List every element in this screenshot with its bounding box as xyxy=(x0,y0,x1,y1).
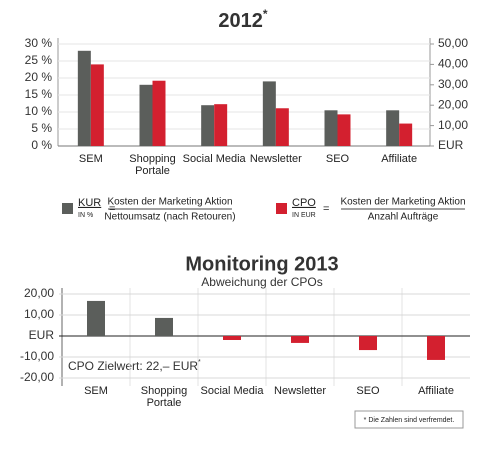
x-tick-label: Social Media xyxy=(201,385,265,397)
bar xyxy=(291,336,309,343)
bar xyxy=(427,336,445,360)
bar xyxy=(386,110,400,146)
x-tick-label: Affiliate xyxy=(418,385,454,397)
title-text: 2012 xyxy=(218,10,263,32)
y2-tick-label: EUR xyxy=(438,138,464,152)
x-tick-label: Shopping Portale xyxy=(141,385,188,409)
x-tick-label: SEO xyxy=(356,385,380,397)
bar xyxy=(223,336,241,340)
chart-title: Monitoring 2013 xyxy=(185,253,338,275)
bar xyxy=(77,50,91,146)
annotation: CPO Zielwert: 22,– EUR* xyxy=(68,359,201,373)
y-tick-label: 0 % xyxy=(31,138,52,152)
y-tick-label: EUR xyxy=(29,328,55,342)
y-tick-label: 20,00 xyxy=(24,286,54,300)
y-tick-label: 10,00 xyxy=(24,307,54,321)
y2-tick-label: 30,00 xyxy=(438,77,468,91)
bar xyxy=(324,110,338,146)
formula-numerator: Kosten der Marketing Aktion xyxy=(107,197,232,208)
legend-unit: IN % xyxy=(78,212,93,219)
y-tick-label: -10,00 xyxy=(20,349,54,363)
y-tick-label: 25 % xyxy=(25,53,53,67)
y2-tick-label: 50,00 xyxy=(438,36,468,50)
title-mark: * xyxy=(263,7,268,21)
x-tick-label: Shopping Portale xyxy=(129,153,176,177)
bar xyxy=(90,64,104,146)
footnote-box xyxy=(354,410,464,429)
bar xyxy=(359,336,377,351)
y2-tick-label: 20,00 xyxy=(438,97,468,111)
y-tick-label: 30 % xyxy=(25,36,53,50)
bar xyxy=(275,108,289,146)
y-tick-label: 10 % xyxy=(25,104,53,118)
x-tick-label: Social Media xyxy=(183,153,247,165)
chart-title: 2012* xyxy=(218,7,268,32)
legend-swatch xyxy=(276,203,287,214)
bar xyxy=(337,114,351,146)
bar xyxy=(139,84,153,146)
legend-label: KUR xyxy=(78,197,101,209)
y-tick-label: 15 % xyxy=(25,87,53,101)
chart-subtitle: Abweichung der CPOs xyxy=(201,275,322,289)
annotation-text: CPO Zielwert: 22,– EUR xyxy=(68,359,198,373)
y-tick-label: 20 % xyxy=(25,70,53,84)
y2-tick-label: 10,00 xyxy=(438,118,468,132)
x-tick-label: SEO xyxy=(326,153,350,165)
bar xyxy=(87,300,105,336)
formula-denominator: Nettoumsatz (nach Retouren) xyxy=(104,212,235,223)
bar xyxy=(155,317,173,336)
bar xyxy=(201,105,215,146)
legend-label: CPO xyxy=(292,197,316,209)
bar xyxy=(262,81,276,146)
formula-denominator: Anzahl Aufträge xyxy=(368,212,439,223)
legend-unit: IN EUR xyxy=(292,212,316,219)
x-tick-label: SEM xyxy=(84,385,108,397)
bar xyxy=(399,123,413,146)
bar xyxy=(152,80,166,146)
bar xyxy=(214,104,228,146)
x-tick-label: Affiliate xyxy=(381,153,417,165)
annotation-mark: * xyxy=(198,359,201,366)
formula-numerator: Kosten der Marketing Aktion xyxy=(340,197,465,208)
legend-swatch xyxy=(62,203,73,214)
y2-tick-label: 40,00 xyxy=(438,57,468,71)
legend-relation: = xyxy=(323,203,329,215)
y-tick-label: 5 % xyxy=(31,121,52,135)
x-tick-label: SEM xyxy=(79,153,103,165)
footnote: * Die Zahlen sind verfremdet. xyxy=(364,417,455,424)
y-tick-label: -20,00 xyxy=(20,370,54,384)
x-tick-label: Newsletter xyxy=(250,153,302,165)
x-tick-label: Newsletter xyxy=(274,385,326,397)
